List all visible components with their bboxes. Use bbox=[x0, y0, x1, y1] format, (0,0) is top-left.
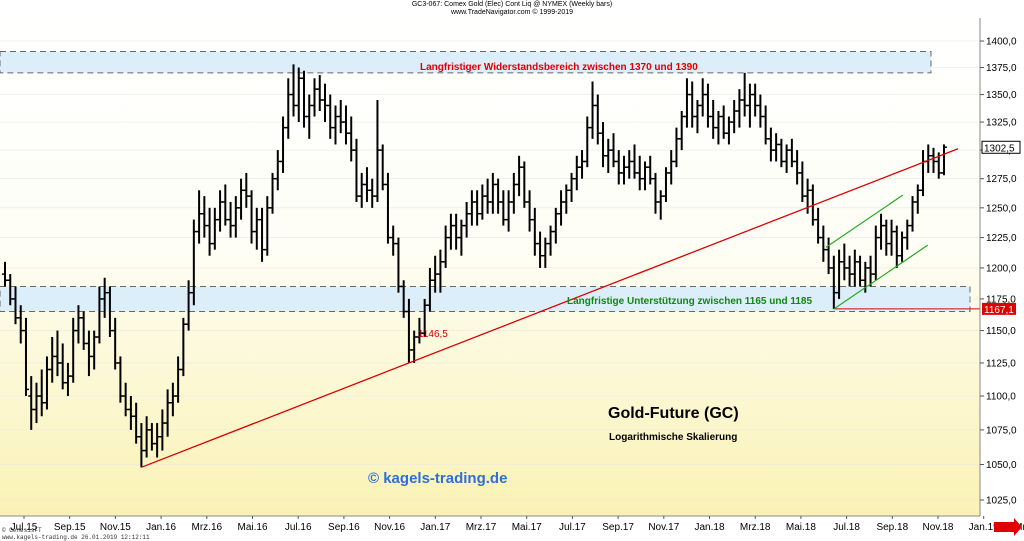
x-tick-label: Sep.18 bbox=[876, 522, 908, 533]
x-tick-label: Nov.17 bbox=[648, 522, 679, 533]
y-tick-label: 1050,0 bbox=[986, 460, 1017, 471]
low-annotation: 1146,5 bbox=[418, 329, 448, 340]
y-tick-label: 1275,0 bbox=[986, 174, 1017, 185]
channel-line-upper bbox=[825, 194, 904, 248]
x-tick-label: Mrz.18 bbox=[740, 522, 771, 533]
y-tick-label: 1150,0 bbox=[986, 326, 1016, 337]
y-tick-label: 1075,0 bbox=[986, 425, 1017, 436]
x-tick-label: Nov.16 bbox=[374, 522, 405, 533]
x-tick-label: Jan.19 bbox=[969, 522, 999, 533]
x-tick-label: Jul.15 bbox=[11, 522, 38, 533]
y-tick-label: 1100,0 bbox=[986, 392, 1016, 403]
footer-site-date: www.kagels-trading.de 26.01.2019 12:12:1… bbox=[2, 534, 150, 541]
y-tick-label: 1375,0 bbox=[986, 63, 1017, 74]
axis-layer: 1025,0 1050,0 1075,0 1100,0 1125,0 1150,0 1175… bbox=[0, 18, 1024, 536]
watermark: © kagels-trading.de bbox=[368, 470, 508, 487]
x-tick-label: Mai.16 bbox=[237, 522, 267, 533]
y-tick-label: 1025,0 bbox=[986, 496, 1017, 507]
channel-line-lower bbox=[833, 244, 929, 310]
y-tick-label: 1200,0 bbox=[986, 263, 1017, 274]
x-tick-label: Sep.17 bbox=[602, 522, 634, 533]
x-tick-label: Jan.17 bbox=[420, 522, 450, 533]
footer-genesis: © GenesisFT bbox=[2, 527, 42, 534]
lines-layer bbox=[141, 148, 980, 468]
support-price-flag bbox=[982, 302, 1016, 315]
x-tick-label: Mrz.16 bbox=[192, 522, 223, 533]
last-price-flag bbox=[981, 140, 1021, 154]
x-tick-label: Mai.17 bbox=[512, 522, 542, 533]
chart-title: Gold-Future (GC) bbox=[608, 405, 739, 422]
bars-layer bbox=[2, 64, 947, 468]
chart-subtitle: Logarithmische Skalierung bbox=[609, 432, 738, 443]
x-tick-label: Jan.16 bbox=[146, 522, 176, 533]
last-price-label: 1302,5 bbox=[984, 143, 1015, 154]
x-tick-label: Jan.18 bbox=[694, 522, 724, 533]
ohlc-bar bbox=[22, 317, 29, 397]
x-tick-label: Nov.18 bbox=[923, 522, 954, 533]
x-tick-label: Nov.15 bbox=[100, 522, 131, 533]
ohlc-bar bbox=[941, 144, 947, 176]
x-tick-label: Mai.18 bbox=[786, 522, 816, 533]
y-tick-label: 1225,0 bbox=[986, 233, 1017, 244]
chart-header-line2: www.TradeNavigator.com © 1999-2019 bbox=[450, 9, 573, 16]
x-tick-label: Sep.16 bbox=[328, 522, 360, 533]
y-tick-label: 1325,0 bbox=[986, 118, 1017, 129]
x-tick-label: Mrz.17 bbox=[466, 522, 497, 533]
y-tick-label: 1350,0 bbox=[986, 90, 1017, 101]
x-tick-label: Jul.18 bbox=[833, 522, 860, 533]
y-tick-label: 1250,0 bbox=[986, 203, 1017, 214]
y-tick-label: 1400,0 bbox=[986, 37, 1017, 48]
scroll-right-arrow-icon[interactable] bbox=[994, 518, 1022, 536]
x-tick-label: Jul.17 bbox=[559, 522, 586, 533]
grid-layer bbox=[0, 40, 980, 501]
long-term-trend-line bbox=[141, 148, 959, 468]
x-tick-label: Jul.16 bbox=[285, 522, 312, 533]
y-tick-label: 1125,0 bbox=[986, 358, 1016, 369]
support-price-label: 1167,1 bbox=[984, 305, 1014, 316]
x-tick-label: Sep.15 bbox=[54, 522, 86, 533]
zone-label-support: Langfristige Unterstützung zwischen 1165… bbox=[567, 296, 813, 307]
chart-header-line1: GC3-067: Comex Gold (Elec) Cont Liq @ NY… bbox=[411, 1, 613, 8]
y-tick-label: 1175,0 bbox=[986, 294, 1016, 305]
zone-label-resistance: Langfristiger Widerstandsbereich zwische… bbox=[420, 62, 698, 73]
